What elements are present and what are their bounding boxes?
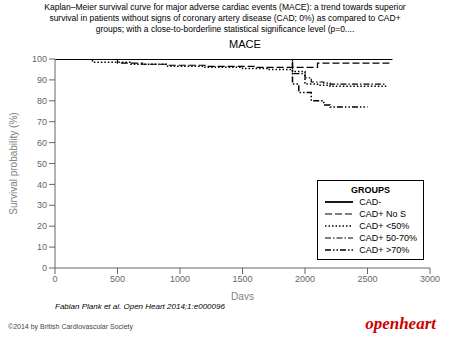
- html-text:©2014 by British Cardiovascula: ©2014 by British Cardiovascular Society: [8, 323, 133, 330]
- html-text:openheart: openheart: [365, 314, 436, 333]
- svg-text:100: 100: [32, 54, 47, 64]
- html-text:CAD+ No S: CAD+ No S: [359, 209, 406, 219]
- svg-text:60: 60: [37, 138, 47, 148]
- html-text:CAD+ 50-70%: CAD+ 50-70%: [359, 233, 417, 243]
- svg-text:Days: Days: [231, 291, 254, 300]
- html-text:Fabian Plank et al. Open Heart: Fabian Plank et al. Open Heart 2014;1:e0…: [55, 302, 225, 311]
- html-text:CAD+ >70%: CAD+ >70%: [359, 245, 410, 255]
- html-text:Kaplan–Meier survival curve fo: Kaplan–Meier survival curve for major ad…: [44, 2, 406, 34]
- svg-text:80: 80: [37, 96, 47, 106]
- svg-text:40: 40: [37, 180, 47, 190]
- svg-text:1500: 1500: [232, 274, 252, 284]
- html-text:GROUPS: GROUPS: [351, 185, 391, 195]
- svg-text:70: 70: [37, 117, 47, 127]
- html-text:MACE: MACE: [229, 38, 261, 50]
- html-text:CAD-: CAD-: [359, 197, 382, 207]
- svg-text:20: 20: [37, 221, 47, 231]
- svg-text:30: 30: [37, 200, 47, 210]
- svg-text:Survival probability (%): Survival probability (%): [8, 112, 19, 214]
- svg-text:50: 50: [37, 159, 47, 169]
- svg-text:10: 10: [37, 242, 47, 252]
- svg-text:500: 500: [110, 274, 125, 284]
- svg-text:3000: 3000: [420, 274, 440, 284]
- svg-text:2000: 2000: [295, 274, 315, 284]
- svg-text:2500: 2500: [357, 274, 377, 284]
- html-text:CAD+ <50%: CAD+ <50%: [359, 221, 410, 231]
- svg-text:1000: 1000: [170, 274, 190, 284]
- svg-text:90: 90: [37, 75, 47, 85]
- svg-text:0: 0: [52, 274, 57, 284]
- svg-text:0: 0: [42, 263, 47, 273]
